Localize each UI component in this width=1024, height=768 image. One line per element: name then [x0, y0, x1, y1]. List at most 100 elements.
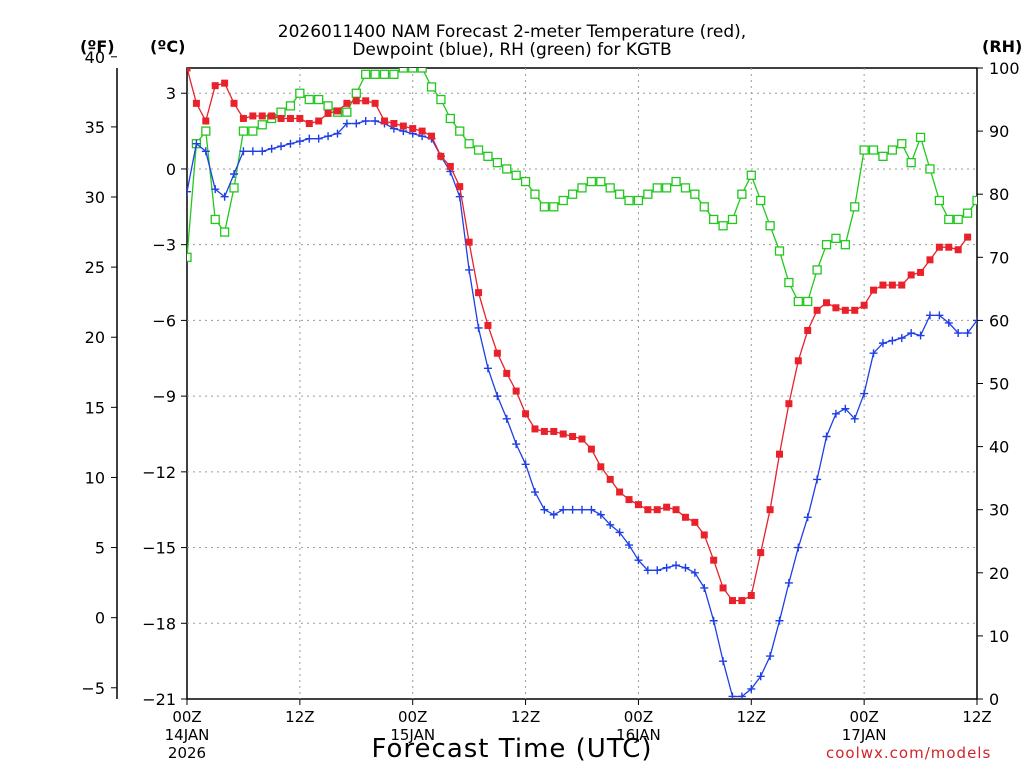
- dewpoint-point: [973, 316, 977, 325]
- rh-point: [840, 240, 850, 250]
- dewpoint-point: [220, 192, 229, 201]
- dewpoint-point: [643, 566, 652, 575]
- dewpoint-point: [925, 311, 934, 320]
- temperature-point: [230, 99, 238, 107]
- rh-point: [737, 189, 747, 199]
- dewpoint-point: [192, 139, 201, 148]
- rh-point: [187, 252, 192, 262]
- x-tick-label: 12Z: [962, 708, 991, 726]
- rh-point: [972, 195, 977, 206]
- x-tick-label: 00Z: [624, 708, 653, 726]
- dewpoint-point: [719, 657, 728, 666]
- x-tick-label: 12Z: [285, 708, 314, 726]
- temperature-point: [860, 301, 868, 309]
- dewpoint-point: [681, 563, 690, 572]
- dewpoint-point: [474, 323, 483, 332]
- dewpoint-point: [935, 311, 944, 320]
- temperature-point: [221, 79, 229, 87]
- temperature-point: [587, 445, 595, 453]
- temperature-point: [192, 99, 200, 107]
- dewpoint-point: [530, 488, 539, 497]
- dewpoint-point: [888, 336, 897, 345]
- temperature-point: [823, 299, 831, 307]
- temperature-point: [813, 306, 821, 314]
- rh-point: [323, 101, 333, 111]
- dewpoint-point: [286, 139, 295, 148]
- rh-point: [661, 183, 672, 193]
- rh-point: [925, 164, 935, 174]
- rh-point: [944, 214, 954, 225]
- temperature-point: [663, 503, 671, 511]
- rh-point: [652, 183, 662, 193]
- temperature-point: [446, 162, 454, 170]
- dewpoint-point: [549, 510, 558, 519]
- dewpoint-point: [897, 334, 906, 343]
- rh-tick-label: 10: [989, 627, 1009, 646]
- dewpoint-point: [672, 561, 681, 570]
- rh-point: [586, 176, 597, 187]
- rh-point: [746, 170, 756, 180]
- rh-tick-label: 60: [989, 311, 1009, 330]
- fahrenheit-tick-label: 0: [95, 609, 105, 628]
- x-tick-label: 12Z: [737, 708, 766, 726]
- rh-point: [304, 94, 314, 105]
- temperature-point: [390, 120, 398, 128]
- temperature-point: [616, 488, 624, 496]
- dewpoint-point: [502, 414, 511, 423]
- rh-point: [351, 88, 361, 98]
- rh-tick-label: 50: [989, 375, 1009, 394]
- rh-point: [774, 246, 785, 256]
- dewpoint-point: [907, 329, 916, 338]
- fahrenheit-unit-label: (ºF): [80, 37, 115, 56]
- chart-title-line1: 2026011400 NAM Forecast 2-meter Temperat…: [277, 22, 747, 42]
- dewpoint-point: [747, 684, 756, 693]
- credit-label: coolwx.com/models: [826, 744, 992, 762]
- celsius-tick-label: 3: [166, 84, 176, 103]
- dewpoint-point: [615, 528, 624, 537]
- dewpoint-point: [295, 137, 304, 146]
- dewpoint-point: [737, 692, 746, 699]
- dewpoint-point: [634, 556, 643, 565]
- temperature-point: [870, 286, 878, 294]
- dewpoint-point: [662, 563, 671, 572]
- temperature-point: [296, 114, 304, 122]
- temperature-point: [324, 109, 332, 117]
- fahrenheit-tick-label: 5: [95, 539, 105, 558]
- dewpoint-point: [352, 119, 361, 128]
- rh-point: [502, 164, 512, 174]
- rh-point: [455, 126, 465, 136]
- temperature-point: [484, 321, 492, 329]
- x-tick-date: 17JAN: [842, 726, 887, 744]
- rh-point: [803, 296, 813, 307]
- temperature-point: [785, 400, 793, 408]
- dewpoint-point: [850, 414, 859, 423]
- celsius-unit-label: (ºC): [150, 37, 186, 56]
- celsius-tick-label: −12: [142, 463, 176, 482]
- rh-tick-label: 30: [989, 501, 1009, 520]
- temperature-point: [550, 427, 558, 435]
- rh-point: [219, 227, 230, 237]
- temperature-series-line: [187, 68, 969, 602]
- dewpoint-point: [258, 147, 267, 156]
- dewpoint-point: [361, 117, 370, 126]
- temperature-point: [503, 369, 511, 377]
- x-tick-year: 2026: [168, 744, 206, 762]
- celsius-tick-label: −15: [142, 539, 176, 558]
- rh-point: [417, 68, 427, 73]
- dewpoint-point: [521, 460, 530, 469]
- dewpoint-point: [512, 440, 521, 449]
- rh-point: [201, 126, 211, 136]
- dewpoint-point: [709, 616, 718, 625]
- rh-tick-label: 90: [989, 122, 1009, 141]
- rh-point: [897, 139, 907, 149]
- celsius-tick-label: −3: [152, 236, 176, 255]
- dewpoint-point: [465, 265, 474, 274]
- temperature-point: [418, 127, 426, 135]
- x-tick-date: 14JAN: [165, 726, 210, 744]
- rh-point: [784, 277, 794, 288]
- temperature-point: [531, 425, 539, 433]
- temperature-point: [888, 281, 896, 289]
- temperature-point: [343, 99, 351, 107]
- dewpoint-point: [371, 117, 380, 126]
- rh-point: [934, 195, 945, 206]
